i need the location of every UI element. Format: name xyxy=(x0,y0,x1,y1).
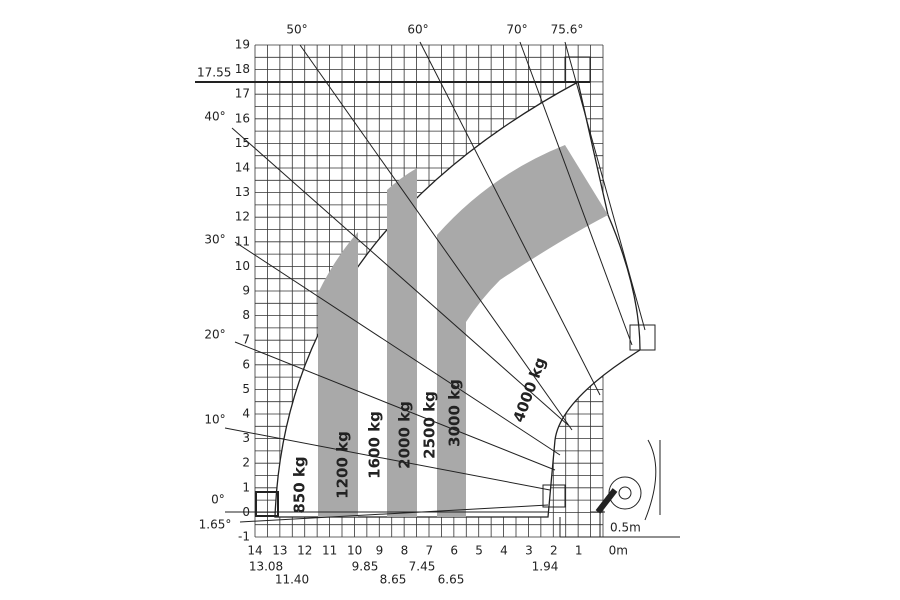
x-label: 6 xyxy=(450,544,458,558)
x-label: 8 xyxy=(401,544,409,558)
y-label: 11 xyxy=(235,234,250,248)
y-label: 16 xyxy=(235,111,250,125)
angle-label: 0° xyxy=(211,493,225,507)
y-label: 0 xyxy=(242,505,250,519)
x-label: 9 xyxy=(376,544,384,558)
load-label: 850 kg xyxy=(291,456,309,513)
y-label: 2 xyxy=(242,456,250,470)
y-label: 18 xyxy=(235,62,250,76)
angle-label: 70° xyxy=(506,23,527,37)
x-label: 12 xyxy=(297,544,312,558)
x-label: 3 xyxy=(525,544,533,558)
x-label: 2 xyxy=(550,544,558,558)
y-label: 19 xyxy=(235,38,250,52)
y-label: 13 xyxy=(235,185,250,199)
x-label: 5 xyxy=(475,544,483,558)
angle-label: 50° xyxy=(286,23,307,37)
y-label: 7 xyxy=(242,333,250,347)
y-label: -1 xyxy=(238,530,250,544)
y-label: 15 xyxy=(235,136,250,150)
x-sub-label: 9.85 xyxy=(352,560,379,574)
y-label: 5 xyxy=(242,382,250,396)
x-sub-label: 11.40 xyxy=(275,573,309,587)
load-label: 2500 kg xyxy=(421,391,439,459)
x-label: 0m xyxy=(609,544,628,558)
y-label: 14 xyxy=(235,161,250,175)
angle-label: 75.6° xyxy=(551,23,584,37)
height-mark: 17.55 xyxy=(197,66,231,80)
angle-label: 10° xyxy=(204,413,225,427)
x-label: 1 xyxy=(575,544,583,558)
distance-label: 0.5m xyxy=(610,521,641,535)
x-label: 10 xyxy=(347,544,362,558)
x-label: 7 xyxy=(425,544,433,558)
y-label: 10 xyxy=(235,259,250,273)
y-label: 9 xyxy=(242,284,250,298)
x-sub-label: 7.45 xyxy=(409,560,436,574)
y-label: 4 xyxy=(242,407,250,421)
x-sub-label: 1.94 xyxy=(532,560,559,574)
x-label: 4 xyxy=(500,544,508,558)
y-label: 12 xyxy=(235,210,250,224)
y-label: 8 xyxy=(242,308,250,322)
angle-label: 30° xyxy=(204,233,225,247)
y-label: 3 xyxy=(242,431,250,445)
load-label: 1600 kg xyxy=(366,411,384,479)
y-label: 1 xyxy=(242,480,250,494)
x-sub-label: 13.08 xyxy=(249,560,283,574)
angle-lines xyxy=(195,41,680,538)
load-label: 2000 kg xyxy=(396,401,414,469)
x-label: 14 xyxy=(247,544,262,558)
angle-label: 40° xyxy=(204,110,225,124)
x-sub-label: 8.65 xyxy=(380,573,407,587)
y-label: 6 xyxy=(242,357,250,371)
zone-2000 xyxy=(387,168,417,517)
angle-label: 60° xyxy=(407,23,428,37)
y-label: 17 xyxy=(235,87,250,101)
x-label: 11 xyxy=(322,544,337,558)
load-label: 1200 kg xyxy=(334,431,352,499)
x-sub-label: 6.65 xyxy=(438,573,465,587)
angle-label: 1.65° xyxy=(199,518,232,532)
zone-3000 xyxy=(437,145,608,517)
angle-label: 20° xyxy=(204,328,225,342)
load-label: 3000 kg xyxy=(446,379,464,447)
x-label: 13 xyxy=(272,544,287,558)
